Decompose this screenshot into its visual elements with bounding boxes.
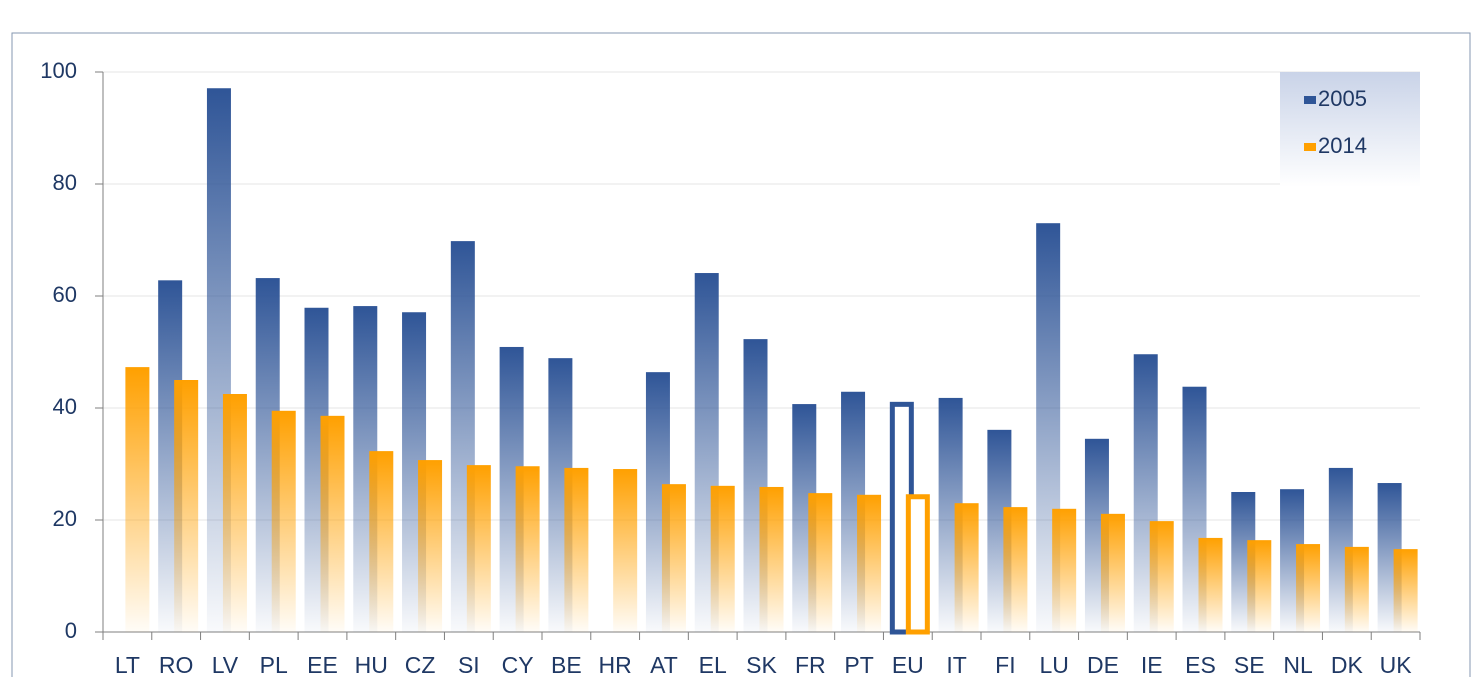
x-tick-label: UK (1380, 652, 1413, 677)
x-tick-label: PT (844, 652, 873, 677)
x-tick-label: EL (699, 652, 727, 677)
x-tick-label: HU (355, 652, 388, 677)
bar (710, 485, 735, 632)
legend-box (1280, 72, 1420, 187)
bar (418, 460, 443, 632)
x-tick-label: IT (946, 652, 966, 677)
bar (905, 494, 930, 635)
x-tick-label: LT (115, 652, 140, 677)
bar (1100, 513, 1125, 632)
legend-swatch (1304, 143, 1316, 151)
y-tick-label: 20 (53, 506, 77, 531)
x-tick-label: PL (260, 652, 288, 677)
bar (1003, 507, 1028, 632)
y-tick-label: 0 (65, 618, 77, 643)
x-tick-label: FR (795, 652, 826, 677)
x-tick-label: EE (307, 652, 338, 677)
bar (564, 467, 589, 632)
x-tick-label: NL (1283, 652, 1313, 677)
bar (1198, 537, 1223, 632)
x-tick-label: FI (995, 652, 1015, 677)
x-tick-label: AT (650, 652, 678, 677)
x-tick-label: IE (1141, 652, 1163, 677)
bar (1393, 549, 1418, 632)
y-tick-label: 80 (53, 170, 77, 195)
x-tick-label: ES (1185, 652, 1216, 677)
y-tick-label: 100 (40, 58, 77, 83)
x-tick-label: LV (212, 652, 239, 677)
bar (1149, 521, 1174, 632)
y-tick-label: 60 (53, 282, 77, 307)
x-tick-label: BE (551, 652, 582, 677)
bar (857, 494, 882, 632)
x-tick-label: SI (458, 652, 480, 677)
bar (1052, 508, 1077, 632)
x-tick-label: CY (502, 652, 534, 677)
chart-frame (11, 32, 1471, 677)
bar (271, 410, 296, 632)
x-tick-label: LU (1039, 652, 1068, 677)
x-tick-label: RO (159, 652, 194, 677)
x-tick-label: DE (1087, 652, 1119, 677)
legend-label: 2005 (1318, 86, 1367, 111)
bar (125, 367, 150, 632)
bar (1296, 544, 1321, 632)
bar (661, 484, 686, 632)
bar (174, 380, 199, 632)
x-tick-label: EU (892, 652, 924, 677)
bar (369, 451, 394, 632)
bar (1247, 540, 1272, 632)
x-tick-label: SE (1234, 652, 1265, 677)
bar (954, 503, 979, 632)
bar (759, 486, 784, 632)
legend-label: 2014 (1318, 133, 1367, 158)
bar (515, 466, 540, 632)
bar (808, 493, 833, 632)
x-tick-label: DK (1331, 652, 1364, 677)
y-tick-label: 40 (53, 394, 77, 419)
x-tick-label: HR (599, 652, 632, 677)
bar (466, 465, 491, 632)
x-tick-label: SK (746, 652, 777, 677)
bar (320, 415, 345, 632)
bar (613, 469, 638, 632)
legend-swatch (1304, 96, 1316, 104)
bar (1344, 546, 1369, 632)
bar (222, 394, 247, 632)
x-tick-label: CZ (405, 652, 436, 677)
